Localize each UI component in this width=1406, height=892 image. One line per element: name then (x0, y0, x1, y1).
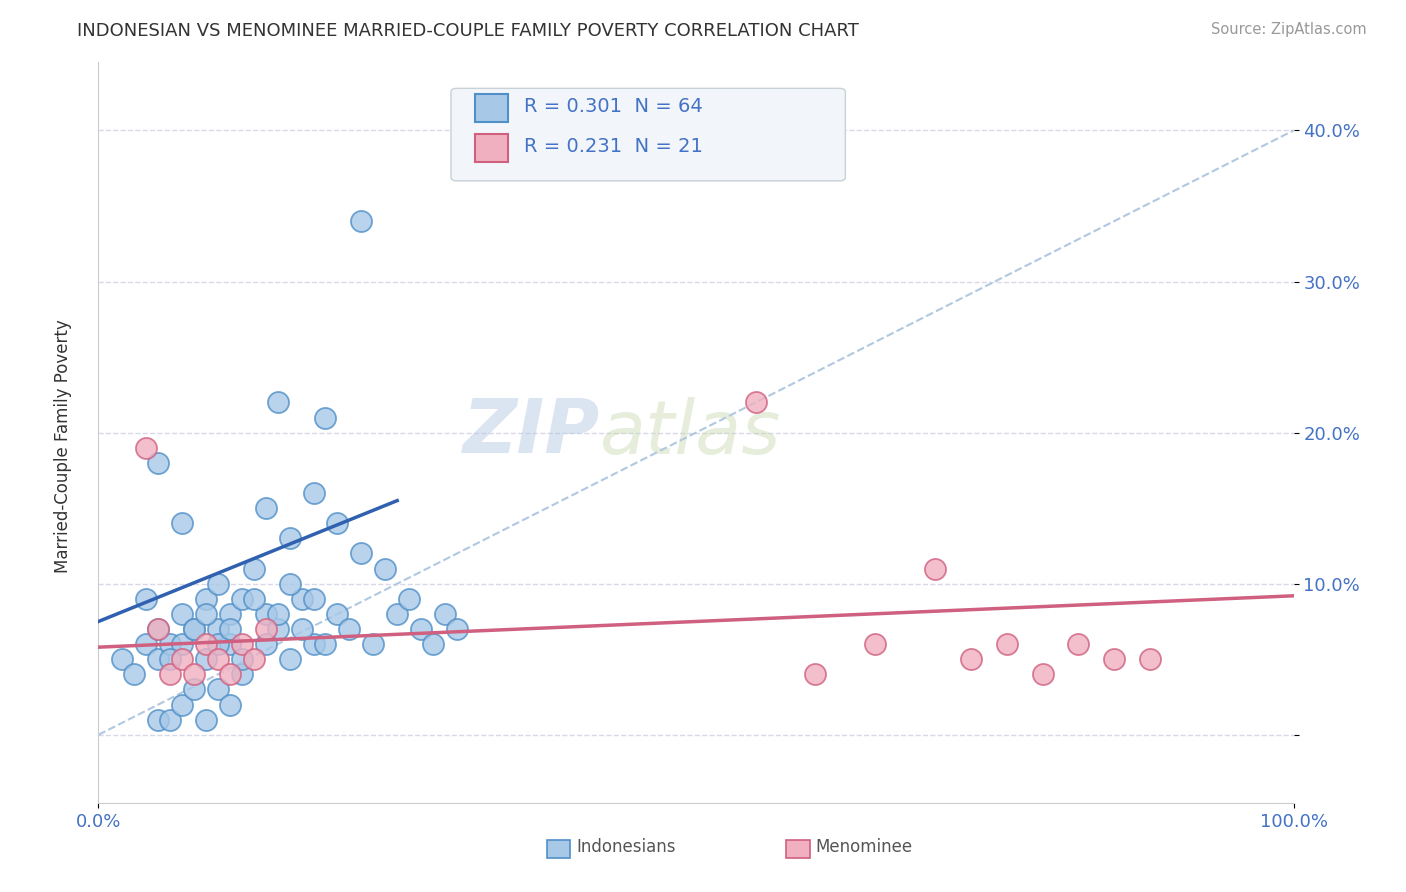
Point (231, 667, 253, 681)
Point (195, 607, 218, 621)
FancyBboxPatch shape (451, 88, 845, 181)
Point (195, 652, 218, 666)
Point (326, 516, 349, 531)
Point (243, 591, 266, 606)
Point (111, 652, 134, 666)
Point (267, 395, 290, 409)
Point (148, 622, 170, 636)
Point (124, 667, 146, 681)
Point (172, 698, 194, 712)
Point (135, 637, 157, 651)
Point (254, 607, 277, 621)
Point (159, 637, 181, 651)
Point (172, 516, 194, 531)
Point (148, 456, 170, 470)
Point (865, 637, 887, 651)
Point (159, 713, 181, 727)
Text: ZIP: ZIP (463, 396, 600, 469)
Point (148, 652, 170, 666)
Point (219, 637, 242, 651)
Point (1067, 637, 1090, 651)
Point (1139, 652, 1161, 666)
FancyBboxPatch shape (547, 840, 571, 858)
Point (339, 622, 361, 636)
Point (135, 591, 157, 606)
Point (159, 667, 181, 681)
Point (135, 441, 157, 455)
Text: R = 0.301  N = 64: R = 0.301 N = 64 (524, 96, 703, 116)
Point (148, 713, 170, 727)
Point (385, 607, 409, 621)
Point (231, 637, 253, 651)
Point (302, 591, 325, 606)
FancyBboxPatch shape (475, 94, 509, 121)
Point (291, 591, 314, 606)
Point (315, 410, 337, 425)
Point (291, 622, 314, 636)
Point (207, 576, 229, 591)
Point (183, 667, 205, 681)
Point (374, 561, 396, 575)
Point (422, 637, 444, 651)
Point (302, 637, 325, 651)
Point (195, 637, 218, 651)
Point (1032, 667, 1054, 681)
Point (995, 637, 1018, 651)
Point (243, 652, 266, 666)
Point (172, 607, 194, 621)
Point (363, 637, 385, 651)
Point (243, 561, 266, 575)
Point (267, 607, 290, 621)
Text: Source: ZipAtlas.com: Source: ZipAtlas.com (1211, 22, 1367, 37)
Point (183, 622, 205, 636)
FancyBboxPatch shape (786, 840, 810, 858)
Point (254, 622, 277, 636)
Text: Married-Couple Family Poverty: Married-Couple Family Poverty (55, 319, 72, 573)
Point (219, 698, 242, 712)
Point (231, 652, 253, 666)
Point (207, 682, 229, 697)
Point (172, 652, 194, 666)
Text: Menominee: Menominee (815, 838, 912, 856)
Point (434, 607, 457, 621)
Point (254, 501, 277, 516)
Point (183, 682, 205, 697)
Point (254, 637, 277, 651)
Point (148, 622, 170, 636)
Point (219, 667, 242, 681)
Point (924, 561, 946, 575)
Point (207, 637, 229, 651)
Point (207, 622, 229, 636)
Point (804, 667, 827, 681)
Point (960, 652, 983, 666)
Point (219, 622, 242, 636)
Point (278, 576, 301, 591)
Point (195, 591, 218, 606)
Point (315, 637, 337, 651)
Point (446, 622, 468, 636)
Text: R = 0.231  N = 21: R = 0.231 N = 21 (524, 137, 703, 156)
Point (219, 607, 242, 621)
Point (302, 486, 325, 500)
Point (350, 547, 373, 561)
Point (172, 637, 194, 651)
Point (411, 622, 433, 636)
Point (183, 622, 205, 636)
Point (278, 532, 301, 546)
FancyBboxPatch shape (475, 135, 509, 162)
Point (195, 713, 218, 727)
Point (326, 607, 349, 621)
Point (745, 395, 768, 409)
Text: INDONESIAN VS MENOMINEE MARRIED-COUPLE FAMILY POVERTY CORRELATION CHART: INDONESIAN VS MENOMINEE MARRIED-COUPLE F… (77, 22, 859, 40)
Text: atlas: atlas (600, 397, 782, 468)
Point (159, 652, 181, 666)
Point (231, 591, 253, 606)
Point (278, 652, 301, 666)
Point (1104, 652, 1126, 666)
Text: Indonesians: Indonesians (576, 838, 676, 856)
Point (207, 652, 229, 666)
Point (350, 214, 373, 228)
Point (398, 591, 420, 606)
Point (267, 622, 290, 636)
